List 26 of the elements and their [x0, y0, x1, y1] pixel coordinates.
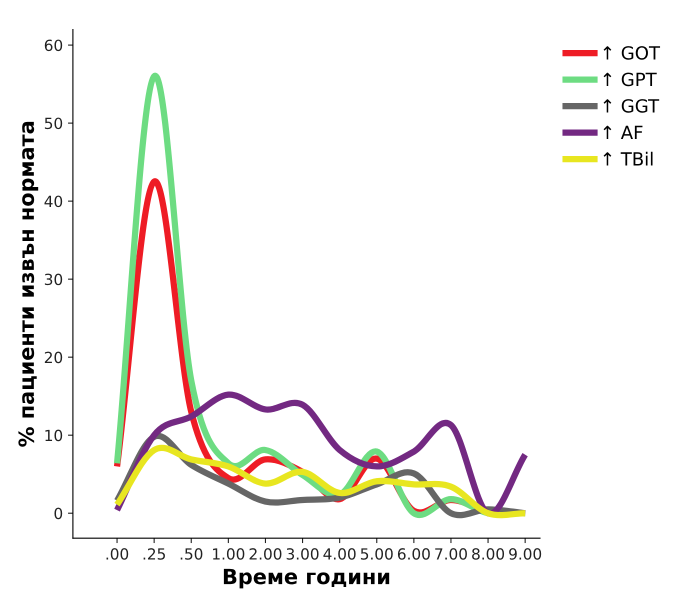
x-tick-label: .00	[106, 548, 128, 560]
x-axis-title: Време години	[224, 568, 390, 588]
legend-label: ↑ AF	[604, 126, 642, 139]
x-tick-label: .25	[144, 548, 165, 560]
legend-label: ↑ GOT	[604, 46, 660, 60]
x-tick-label: .50	[180, 548, 202, 560]
x-tick-label: 3.00	[286, 548, 319, 560]
y-tick-label: 10	[45, 430, 62, 442]
y-axis-title: % пациенти извън нормата	[18, 122, 38, 447]
x-tick-label: 8.00	[472, 548, 504, 560]
y-tick-label: 40	[44, 196, 62, 208]
y-tick-label: 20	[44, 352, 62, 364]
x-tick-label: 7.00	[435, 548, 467, 560]
x-tick-label: 2.00	[250, 548, 282, 560]
x-tick-label: 5.00	[360, 548, 393, 560]
legend-label: ↑ GGT	[604, 99, 660, 113]
legend-label: ↑ GPT	[604, 72, 657, 86]
y-tick-label: 0	[54, 508, 62, 520]
x-tick-label: 9.00	[509, 548, 542, 560]
x-tick-label: 1.00	[213, 548, 244, 560]
y-tick-label: 30	[44, 274, 62, 286]
x-tick-label: 6.00	[398, 548, 430, 560]
x-tick-label: 4.00	[323, 548, 356, 560]
y-tick-label: 50	[44, 118, 62, 130]
legend-label: ↑ TBil	[604, 152, 653, 166]
y-tick-label: 60	[44, 40, 62, 52]
